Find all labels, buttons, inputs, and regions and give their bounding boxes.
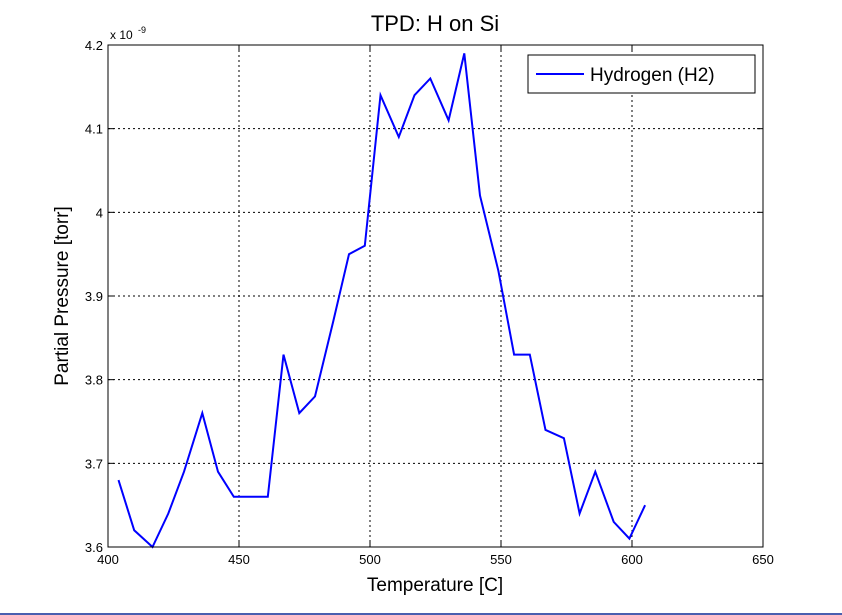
y-exponent-label: x 10 bbox=[110, 28, 133, 42]
bottom-rule bbox=[0, 613, 842, 615]
x-axis-label: Temperature [C] bbox=[367, 575, 503, 596]
x-tick-label: 450 bbox=[228, 552, 250, 567]
legend: Hydrogen (H2) bbox=[527, 54, 756, 94]
y-tick-label: 4.2 bbox=[85, 38, 103, 53]
y-exponent-power: -9 bbox=[138, 25, 146, 35]
x-tick-label: 500 bbox=[359, 552, 381, 567]
grid bbox=[108, 45, 763, 547]
y-tick-label: 4 bbox=[96, 205, 103, 220]
y-axis-label: Partial Pressure [torr] bbox=[52, 206, 73, 386]
y-tick-label: 3.9 bbox=[85, 289, 103, 304]
y-tick-label: 3.6 bbox=[85, 540, 103, 555]
x-tick-label: 600 bbox=[621, 552, 643, 567]
ticks: 400 450 500 550 600 650 3.6 3.7 3.8 3.9 4 4.1 4.2 bbox=[85, 38, 774, 567]
legend-label: Hydrogen (H2) bbox=[590, 65, 715, 86]
y-tick-label: 3.7 bbox=[85, 456, 103, 471]
x-tick-label: 400 bbox=[97, 552, 119, 567]
x-tick-label: 650 bbox=[752, 552, 774, 567]
x-tick-label: 550 bbox=[490, 552, 512, 567]
chart-title: TPD: H on Si bbox=[371, 11, 499, 36]
y-tick-label: 4.1 bbox=[85, 122, 103, 137]
y-tick-label: 3.8 bbox=[85, 373, 103, 388]
series-line-hydrogen bbox=[117, 53, 647, 549]
